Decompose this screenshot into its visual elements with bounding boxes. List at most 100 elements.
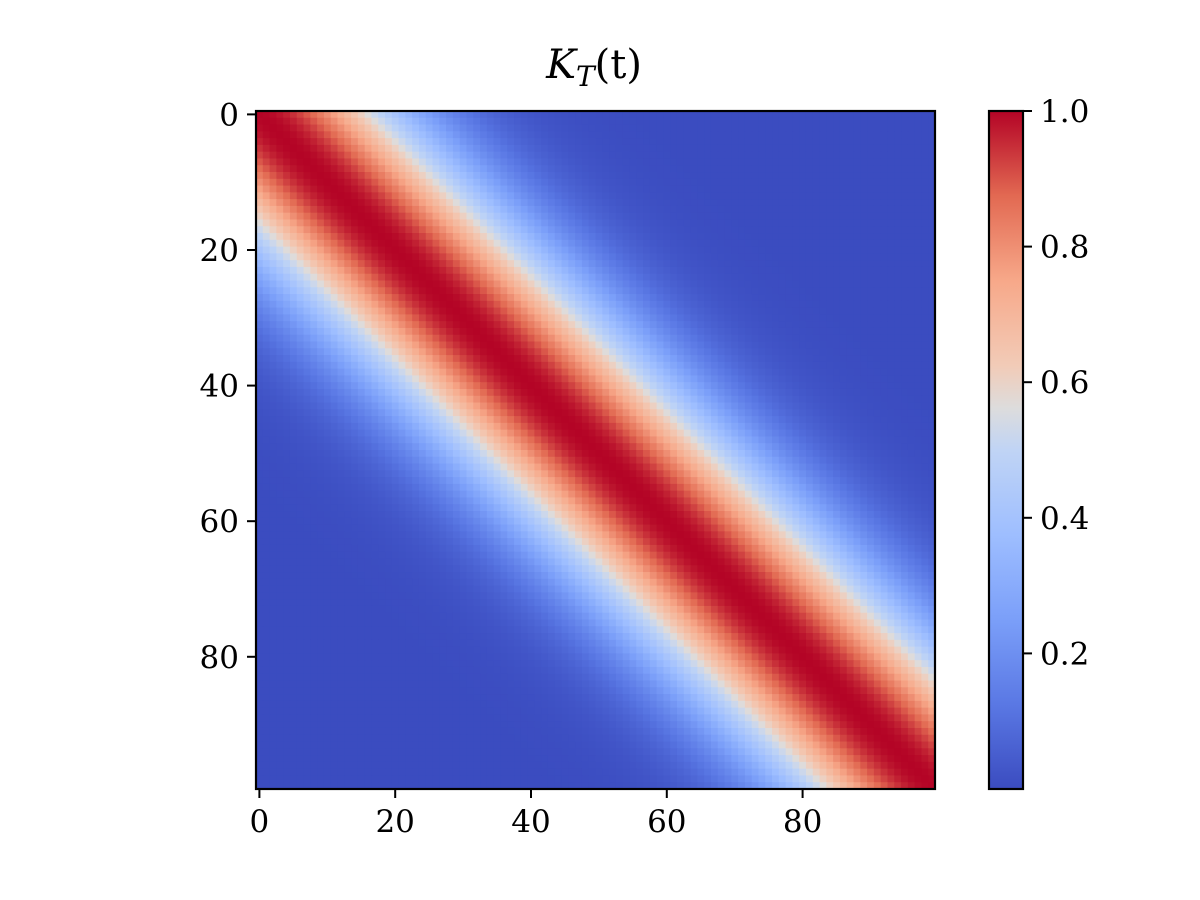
heatmap-cell [425, 422, 434, 431]
heatmap-cell [269, 368, 277, 377]
heatmap-cell [867, 158, 875, 166]
heatmap-cell [323, 158, 332, 166]
heatmap-cell [744, 321, 753, 329]
heatmap-cell [351, 205, 359, 214]
heatmap-cell [317, 422, 325, 431]
heatmap-cell [459, 429, 468, 438]
heatmap-cell [561, 111, 569, 119]
heatmap-cell [846, 443, 855, 451]
heatmap-cell [772, 253, 780, 261]
heatmap-cell [310, 253, 318, 261]
heatmap-cell [914, 144, 923, 153]
heatmap-cell [256, 402, 264, 410]
heatmap-cell [792, 158, 800, 166]
heatmap-cell [887, 436, 895, 444]
heatmap-cell [914, 226, 923, 234]
heatmap-cell [446, 361, 454, 370]
heatmap-cell [378, 111, 386, 119]
heatmap-cell [303, 361, 311, 370]
heatmap-cell [785, 205, 794, 214]
heatmap-cell [772, 172, 780, 180]
heatmap-cell [622, 199, 631, 207]
heatmap-cell [676, 226, 685, 234]
heatmap-cell [914, 212, 923, 221]
heatmap-cell [867, 138, 875, 146]
heatmap-cell [378, 287, 386, 295]
heatmap-cell [595, 158, 603, 166]
heatmap-cell [894, 341, 902, 349]
heatmap-cell [609, 341, 617, 349]
heatmap-cell [615, 355, 624, 363]
heatmap-cell [514, 151, 522, 160]
heatmap-cell [581, 246, 590, 254]
heatmap-cell [921, 178, 929, 187]
heatmap-cell [581, 172, 590, 180]
heatmap-cell [602, 287, 610, 295]
heatmap-cell [656, 246, 664, 254]
heatmap-cell [683, 416, 692, 424]
heatmap-cell [398, 266, 406, 275]
heatmap-cell [710, 212, 719, 221]
heatmap-cell [507, 185, 515, 193]
heatmap-cell [256, 409, 264, 417]
heatmap-cell [649, 307, 658, 315]
heatmap-cell [778, 375, 787, 383]
heatmap-cell [602, 409, 610, 417]
heatmap-cell [317, 138, 325, 146]
heatmap-cell [683, 280, 692, 288]
heatmap-cell [527, 388, 535, 397]
heatmap-cell [364, 416, 373, 424]
heatmap-cell [500, 124, 508, 132]
heatmap-cell [643, 287, 651, 295]
heatmap-cell [256, 144, 264, 153]
heatmap-cell [391, 111, 400, 119]
heatmap-cell [717, 300, 726, 309]
heatmap-cell [480, 348, 488, 356]
heatmap-cell [643, 355, 651, 363]
heatmap-cell [554, 212, 563, 221]
heatmap-cell [663, 212, 671, 221]
heatmap-cell [663, 361, 671, 370]
heatmap-cell [785, 327, 794, 336]
heatmap-cell [704, 246, 712, 254]
heatmap-cell [887, 348, 895, 356]
heatmap-cell [595, 409, 603, 417]
heatmap-cell [405, 111, 413, 119]
heatmap-cell [398, 172, 406, 180]
heatmap-cell [351, 321, 359, 329]
heatmap-cell [303, 388, 311, 397]
heatmap-cell [880, 402, 889, 410]
heatmap-cell [432, 158, 440, 166]
heatmap-cell [378, 144, 386, 153]
heatmap-cell [704, 375, 712, 383]
heatmap-cell [880, 253, 889, 261]
heatmap-cell [731, 395, 739, 404]
heatmap-cell [507, 212, 515, 221]
heatmap-cell [765, 185, 773, 193]
heatmap-cell [873, 334, 882, 343]
heatmap-cell [371, 388, 379, 397]
heatmap-cell [602, 300, 610, 309]
heatmap-cell [256, 273, 264, 282]
heatmap-cell [860, 294, 868, 302]
heatmap-cell [717, 361, 726, 370]
heatmap-cell [527, 124, 535, 132]
heatmap-cell [860, 212, 868, 221]
heatmap-cell [357, 436, 366, 444]
heatmap-cell [534, 280, 542, 288]
heatmap-cell [833, 443, 841, 451]
heatmap-cell [514, 233, 522, 241]
heatmap-cell [663, 395, 671, 404]
heatmap-cell [622, 144, 631, 153]
heatmap-cell [547, 341, 556, 349]
heatmap-cell [704, 361, 712, 370]
heatmap-cell [466, 443, 474, 451]
heatmap-cell [846, 138, 855, 146]
heatmap-cell [833, 341, 841, 349]
heatmap-cell [656, 307, 664, 315]
heatmap-cell [581, 192, 590, 200]
heatmap-cell [704, 436, 712, 444]
heatmap-cell [575, 131, 583, 139]
heatmap-cell [262, 219, 271, 227]
heatmap-cell [459, 321, 468, 329]
